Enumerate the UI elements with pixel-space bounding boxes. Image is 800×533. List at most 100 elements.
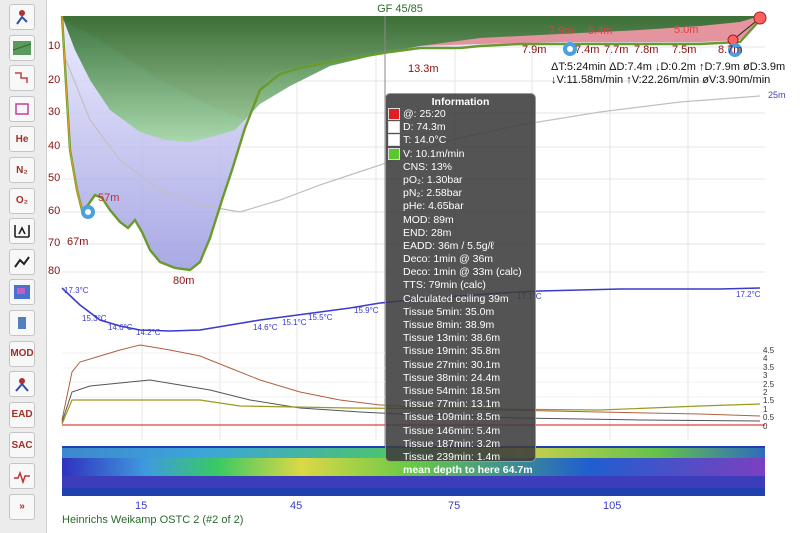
depth-profile-red bbox=[61, 15, 83, 211]
max-depth-label: 80m bbox=[173, 275, 195, 287]
ceiling-shade-icon bbox=[12, 40, 32, 56]
sac-button[interactable]: SAC bbox=[9, 432, 35, 459]
color-swatch bbox=[388, 121, 400, 134]
depth-tick-label: 70 bbox=[48, 237, 61, 249]
info-line: Tissue 19min: 35.8m bbox=[403, 345, 501, 358]
color-swatch bbox=[388, 108, 400, 120]
temperature-label: 15.1°C bbox=[282, 318, 307, 327]
nitrogen-button[interactable]: N₂ bbox=[9, 157, 35, 183]
pressure-tick-label: 4 bbox=[763, 354, 768, 364]
scale-icon bbox=[13, 223, 31, 239]
info-line: Tissue 27min: 30.1m bbox=[403, 358, 501, 371]
temperature-label: 15.3°C bbox=[82, 314, 107, 323]
diver-photo-icon bbox=[13, 315, 31, 331]
stop-depth-label: 7.9m bbox=[522, 44, 547, 56]
information-panel: Information @: 25:20 D: 74.3m T: 14.0°C V: … bbox=[385, 93, 536, 476]
info-line: Calculated ceiling 39m bbox=[403, 292, 509, 305]
mod-icon: MOD bbox=[10, 348, 34, 360]
stop-depth-label: 7.8m bbox=[634, 44, 659, 56]
info-line: Deco: 1min @ 36m bbox=[403, 253, 494, 266]
ceiling-label: 5.0m bbox=[674, 24, 699, 36]
tissue-ceiling-button[interactable] bbox=[9, 95, 35, 122]
mod-button[interactable]: MOD bbox=[9, 340, 35, 367]
info-line: Tissue 146min: 5.4m bbox=[403, 424, 501, 437]
pressure-tick-label: 2.5 bbox=[763, 379, 775, 389]
info-line: Tissue 77min: 13.1m bbox=[403, 398, 501, 411]
depth-tick-label: 20 bbox=[48, 74, 61, 86]
sac-icon: SAC bbox=[11, 439, 33, 451]
info-line: Tissue 38min: 24.4m bbox=[403, 371, 501, 384]
max-depth-label: 67m bbox=[67, 236, 89, 248]
stop-depth-label: 7.7m bbox=[604, 44, 629, 56]
temperature-label: 17.2°C bbox=[736, 290, 761, 299]
info-line: Tissue 109min: 8.5m bbox=[403, 411, 501, 424]
po2-line bbox=[61, 399, 761, 425]
info-line: Deco: 1min @ 33m (calc) bbox=[403, 266, 522, 279]
pressure-tick-label: 1.5 bbox=[763, 396, 775, 406]
info-line: Tissue 8min: 38.9m bbox=[403, 319, 495, 331]
heatmap-button[interactable] bbox=[9, 279, 35, 306]
n2-icon: N₂ bbox=[16, 164, 28, 176]
mean-depth-line: mean depth to here 64.7m bbox=[403, 464, 533, 477]
stop-depth-label: 8.7m bbox=[718, 44, 743, 56]
depth-tick-label: 60 bbox=[48, 205, 61, 217]
temperature-label: 14.6°C bbox=[253, 323, 278, 332]
ruler-end-handle[interactable] bbox=[753, 11, 767, 25]
stop-depth-label: 7.5m bbox=[672, 44, 697, 56]
info-line: T: 14.0°C bbox=[386, 134, 535, 147]
dive-computer-label: Heinrichs Weikamp OSTC 2 (#2 of 2) bbox=[62, 514, 244, 526]
info-line: EADD: 36m / 5.5g/ℓ bbox=[403, 239, 494, 252]
ceiling-label: 5.4m bbox=[588, 25, 613, 37]
pressure-tick-label: 0 bbox=[763, 421, 768, 431]
depth-tick-label: 10 bbox=[48, 40, 61, 52]
info-line: Tissue 13min: 38.6m bbox=[403, 332, 501, 345]
heatmap-icon bbox=[13, 284, 31, 300]
pressure-tick-label: 0.5 bbox=[763, 413, 775, 423]
info-line: Tissue 54min: 18.5m bbox=[403, 384, 501, 397]
temperature-line bbox=[61, 287, 761, 332]
toolbar: He N₂ O₂ MOD EAD SAC » bbox=[0, 0, 47, 533]
pressure-tick-label: 1 bbox=[763, 404, 768, 414]
depth-tick-label: 30 bbox=[48, 106, 61, 118]
ceiling-shade bbox=[62, 16, 760, 142]
segment-info-line2: ↓V:11.58m/min ↑V:22.26m/min øV:3.90m/min bbox=[551, 74, 771, 86]
info-line: V: 10.1m/min bbox=[386, 147, 535, 161]
info-line: Tissue 5min: 35.0m bbox=[403, 305, 495, 318]
oxygen-button[interactable]: O₂ bbox=[9, 187, 35, 214]
planner-icon bbox=[13, 376, 31, 392]
avg-depth-line bbox=[65, 59, 761, 213]
planner-button[interactable] bbox=[9, 371, 35, 398]
tissue-icon bbox=[13, 101, 31, 117]
gas-change-marker[interactable] bbox=[81, 205, 95, 219]
photo-button[interactable] bbox=[9, 310, 35, 336]
color-swatch bbox=[388, 134, 400, 147]
depth-label: 57m bbox=[98, 192, 120, 204]
scale-graph-button[interactable] bbox=[9, 218, 35, 245]
temperature-label: 15.9°C bbox=[354, 306, 379, 315]
ruler-toggle-button[interactable] bbox=[9, 4, 35, 30]
depth-tick-label: 80 bbox=[48, 265, 61, 277]
expand-toolbar-button[interactable]: » bbox=[9, 493, 35, 520]
gas-change-marker[interactable] bbox=[563, 42, 577, 56]
info-header: Information bbox=[431, 96, 490, 108]
calc-ceiling-button[interactable] bbox=[9, 65, 35, 92]
info-line: D: 74.3m bbox=[386, 121, 535, 134]
pressure-tick-label: 3 bbox=[763, 371, 768, 381]
info-line: Tissue 187min: 3.2m bbox=[403, 437, 501, 450]
info-line: MOD: 89m bbox=[403, 213, 454, 226]
he-icon: He bbox=[15, 133, 29, 145]
avg-depth-label: 25m bbox=[768, 90, 786, 100]
gradient-factor-title: GF 45/85 bbox=[377, 3, 423, 15]
info-line: CNS: 13% bbox=[403, 160, 453, 173]
gradient-ceiling-button[interactable] bbox=[9, 34, 35, 61]
helium-button[interactable]: He bbox=[9, 126, 35, 153]
heartrate-button[interactable] bbox=[9, 463, 35, 489]
ead-button[interactable]: EAD bbox=[9, 401, 35, 428]
profile-line-button[interactable] bbox=[9, 248, 35, 275]
info-line: Tissue 239min: 1.4m bbox=[403, 450, 501, 463]
time-tick-label: 105 bbox=[603, 500, 622, 512]
stop-depth-label: 13.3m bbox=[408, 63, 439, 75]
pressure-tick-label: 2 bbox=[763, 388, 768, 397]
line-graph-icon bbox=[13, 254, 31, 270]
gas-change-marker[interactable] bbox=[728, 43, 742, 57]
